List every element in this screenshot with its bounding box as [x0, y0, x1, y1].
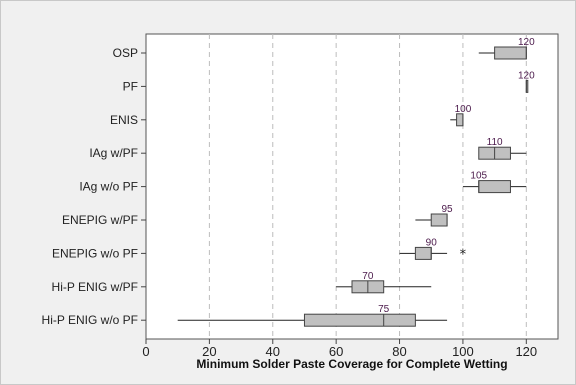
x-tick-label: 100 — [452, 344, 474, 359]
box-4: 105 — [462, 171, 527, 194]
category-axis: OSP PF ENIS IAg w/PF IAg w/o PF ENEPIG w/PF EN… — [42, 46, 146, 327]
box-iqr — [494, 46, 527, 60]
box-2: 100 — [450, 104, 472, 127]
category-label: ENEPIG w/o PF — [52, 246, 138, 260]
box-1: 120 — [518, 70, 535, 93]
box-iqr — [478, 180, 511, 194]
x-tick-label: 60 — [329, 344, 343, 359]
median-label: 105 — [470, 171, 487, 182]
median-label: 70 — [362, 271, 374, 282]
box-iqr — [414, 246, 432, 260]
box-7: 70 — [336, 271, 432, 294]
box-iqr — [430, 213, 448, 227]
median-label: 120 — [518, 37, 535, 48]
category-label: Hi-P ENIG w/PF — [52, 280, 138, 294]
x-tick-label: 120 — [515, 344, 537, 359]
value-axis: 0 20 40 60 80 100 120 — [142, 339, 537, 359]
outlier-marker: * — [460, 247, 467, 262]
category-label: ENEPIG w/PF — [62, 213, 138, 227]
box-0: 120 — [478, 37, 535, 60]
median-label: 110 — [487, 137, 503, 148]
x-tick-label: 0 — [142, 344, 149, 359]
grid-layer — [208, 34, 527, 339]
median-label: 95 — [442, 204, 454, 215]
x-tick-label: 20 — [202, 344, 216, 359]
box-6: 90 * — [399, 237, 467, 262]
category-label: ENIS — [110, 113, 138, 127]
box-8: 75 — [177, 304, 448, 327]
box-3: 110 — [478, 137, 527, 160]
median-label: 90 — [426, 237, 438, 248]
box-iqr — [456, 113, 464, 127]
median-label: 120 — [518, 70, 535, 81]
category-label: OSP — [113, 46, 138, 60]
median-label: 100 — [455, 104, 472, 115]
x-tick-label: 80 — [392, 344, 406, 359]
category-label: IAg w/o PF — [79, 180, 138, 194]
box-layer: 120 120 100 110 105 95 90 * 70 75 — [177, 37, 535, 327]
median-label: 75 — [378, 304, 390, 315]
category-label: Hi-P ENIG w/o PF — [42, 313, 138, 327]
box-iqr — [303, 313, 416, 327]
category-label: PF — [123, 79, 138, 93]
x-axis-title: Minimum Solder Paste Coverage for Comple… — [196, 357, 507, 371]
x-tick-label: 40 — [266, 344, 280, 359]
category-label: IAg w/PF — [89, 146, 138, 160]
box-5: 95 — [415, 204, 454, 227]
